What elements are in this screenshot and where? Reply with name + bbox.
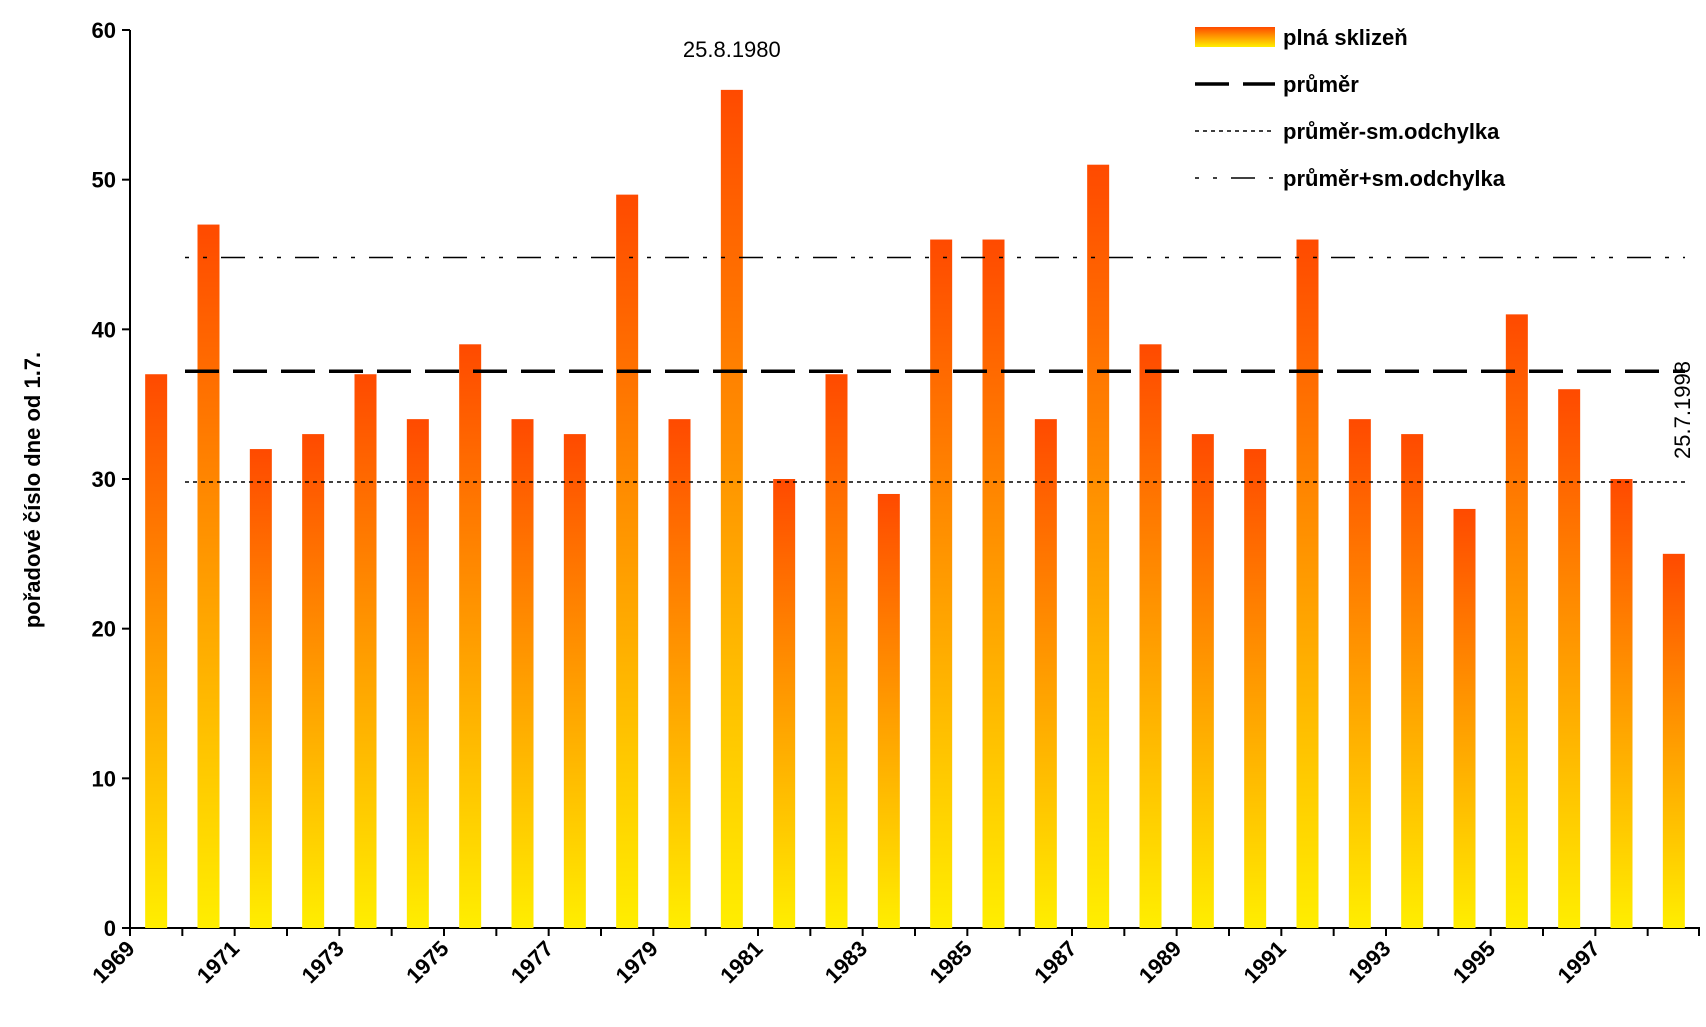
bar	[1034, 419, 1057, 928]
bar	[1348, 419, 1371, 928]
bar	[197, 224, 220, 929]
y-axis-label: pořadové číslo dne od 1.7.	[20, 352, 45, 628]
y-tick-label: 60	[92, 18, 116, 43]
legend-swatch	[1195, 27, 1275, 47]
bar	[616, 194, 639, 929]
y-tick-label: 10	[92, 766, 116, 791]
legend-label: průměr	[1283, 72, 1359, 97]
x-tick-label: 1989	[1134, 936, 1186, 988]
bar	[1401, 434, 1424, 928]
x-tick-label: 1981	[715, 936, 767, 988]
x-tick-label: 1997	[1553, 936, 1605, 988]
annotation: 25.7.1998	[1670, 361, 1695, 459]
legend-label: průměr+sm.odchylka	[1283, 166, 1506, 191]
bar	[1296, 239, 1319, 929]
bar	[1244, 449, 1267, 928]
bar	[1191, 434, 1214, 928]
bar	[1505, 314, 1528, 928]
bar	[1087, 164, 1110, 928]
y-tick-label: 0	[104, 916, 116, 941]
x-tick-label: 1979	[611, 936, 663, 988]
bar	[982, 239, 1005, 929]
y-tick-label: 40	[92, 317, 116, 342]
legend-label: průměr-sm.odchylka	[1283, 119, 1500, 144]
bar	[1662, 553, 1685, 928]
bar	[1139, 344, 1162, 928]
x-tick-label: 1973	[297, 936, 349, 988]
x-tick-label: 1971	[192, 936, 244, 988]
x-tick-label: 1993	[1343, 936, 1395, 988]
x-tick-label: 1977	[506, 936, 558, 988]
x-tick-label: 1991	[1239, 936, 1291, 988]
bar	[720, 89, 743, 928]
x-tick-label: 1987	[1029, 936, 1081, 988]
bar	[145, 374, 168, 928]
bar	[354, 374, 377, 928]
legend-label: plná sklizeň	[1283, 25, 1408, 50]
bar	[302, 434, 325, 928]
bar	[1558, 389, 1581, 928]
x-tick-label: 1995	[1448, 936, 1500, 988]
bar	[668, 419, 691, 928]
bar	[249, 449, 272, 928]
bar	[563, 434, 586, 928]
bar	[825, 374, 848, 928]
y-tick-label: 20	[92, 617, 116, 642]
x-tick-label: 1983	[820, 936, 872, 988]
bar	[773, 479, 796, 928]
x-tick-label: 1985	[925, 936, 977, 988]
bar	[1610, 479, 1633, 928]
bar	[1453, 508, 1476, 928]
bar	[930, 239, 953, 929]
y-tick-label: 50	[92, 168, 116, 193]
x-tick-label: 1975	[401, 936, 453, 988]
x-tick-label: 1969	[87, 936, 139, 988]
bar	[511, 419, 534, 928]
bar	[877, 493, 900, 928]
bar	[459, 344, 482, 928]
annotation: 25.8.1980	[683, 37, 781, 62]
y-tick-label: 30	[92, 467, 116, 492]
bar	[406, 419, 429, 928]
